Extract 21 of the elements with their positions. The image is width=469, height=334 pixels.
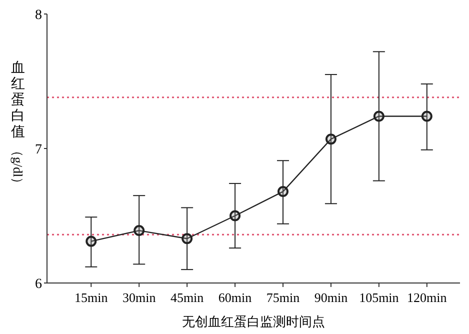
- point: [278, 186, 288, 198]
- point: [134, 225, 145, 236]
- point: [182, 233, 193, 244]
- x-axis-title: 无创血红蛋白监测时间点: [182, 314, 325, 329]
- y-tick-label: 8: [35, 8, 42, 23]
- point: [86, 236, 97, 247]
- x-tick-label: 90min: [314, 290, 348, 305]
- x-tick-label: 75min: [266, 290, 300, 305]
- x-tick-label: 120min: [407, 290, 448, 305]
- point: [230, 210, 241, 222]
- x-tick-label: 30min: [122, 290, 156, 305]
- x-tick-label: 15min: [74, 290, 108, 305]
- y-axis-title: 血红蛋白值（g/dl）: [10, 60, 26, 190]
- x-tick-label: 45min: [170, 290, 204, 305]
- y-tick-label: 6: [35, 276, 42, 292]
- point: [325, 134, 336, 145]
- point: [421, 110, 432, 122]
- x-tick-label: 105min: [359, 290, 400, 305]
- x-tick-label: 60min: [218, 290, 252, 305]
- point: [373, 110, 384, 122]
- y-tick-label: 7: [35, 142, 42, 158]
